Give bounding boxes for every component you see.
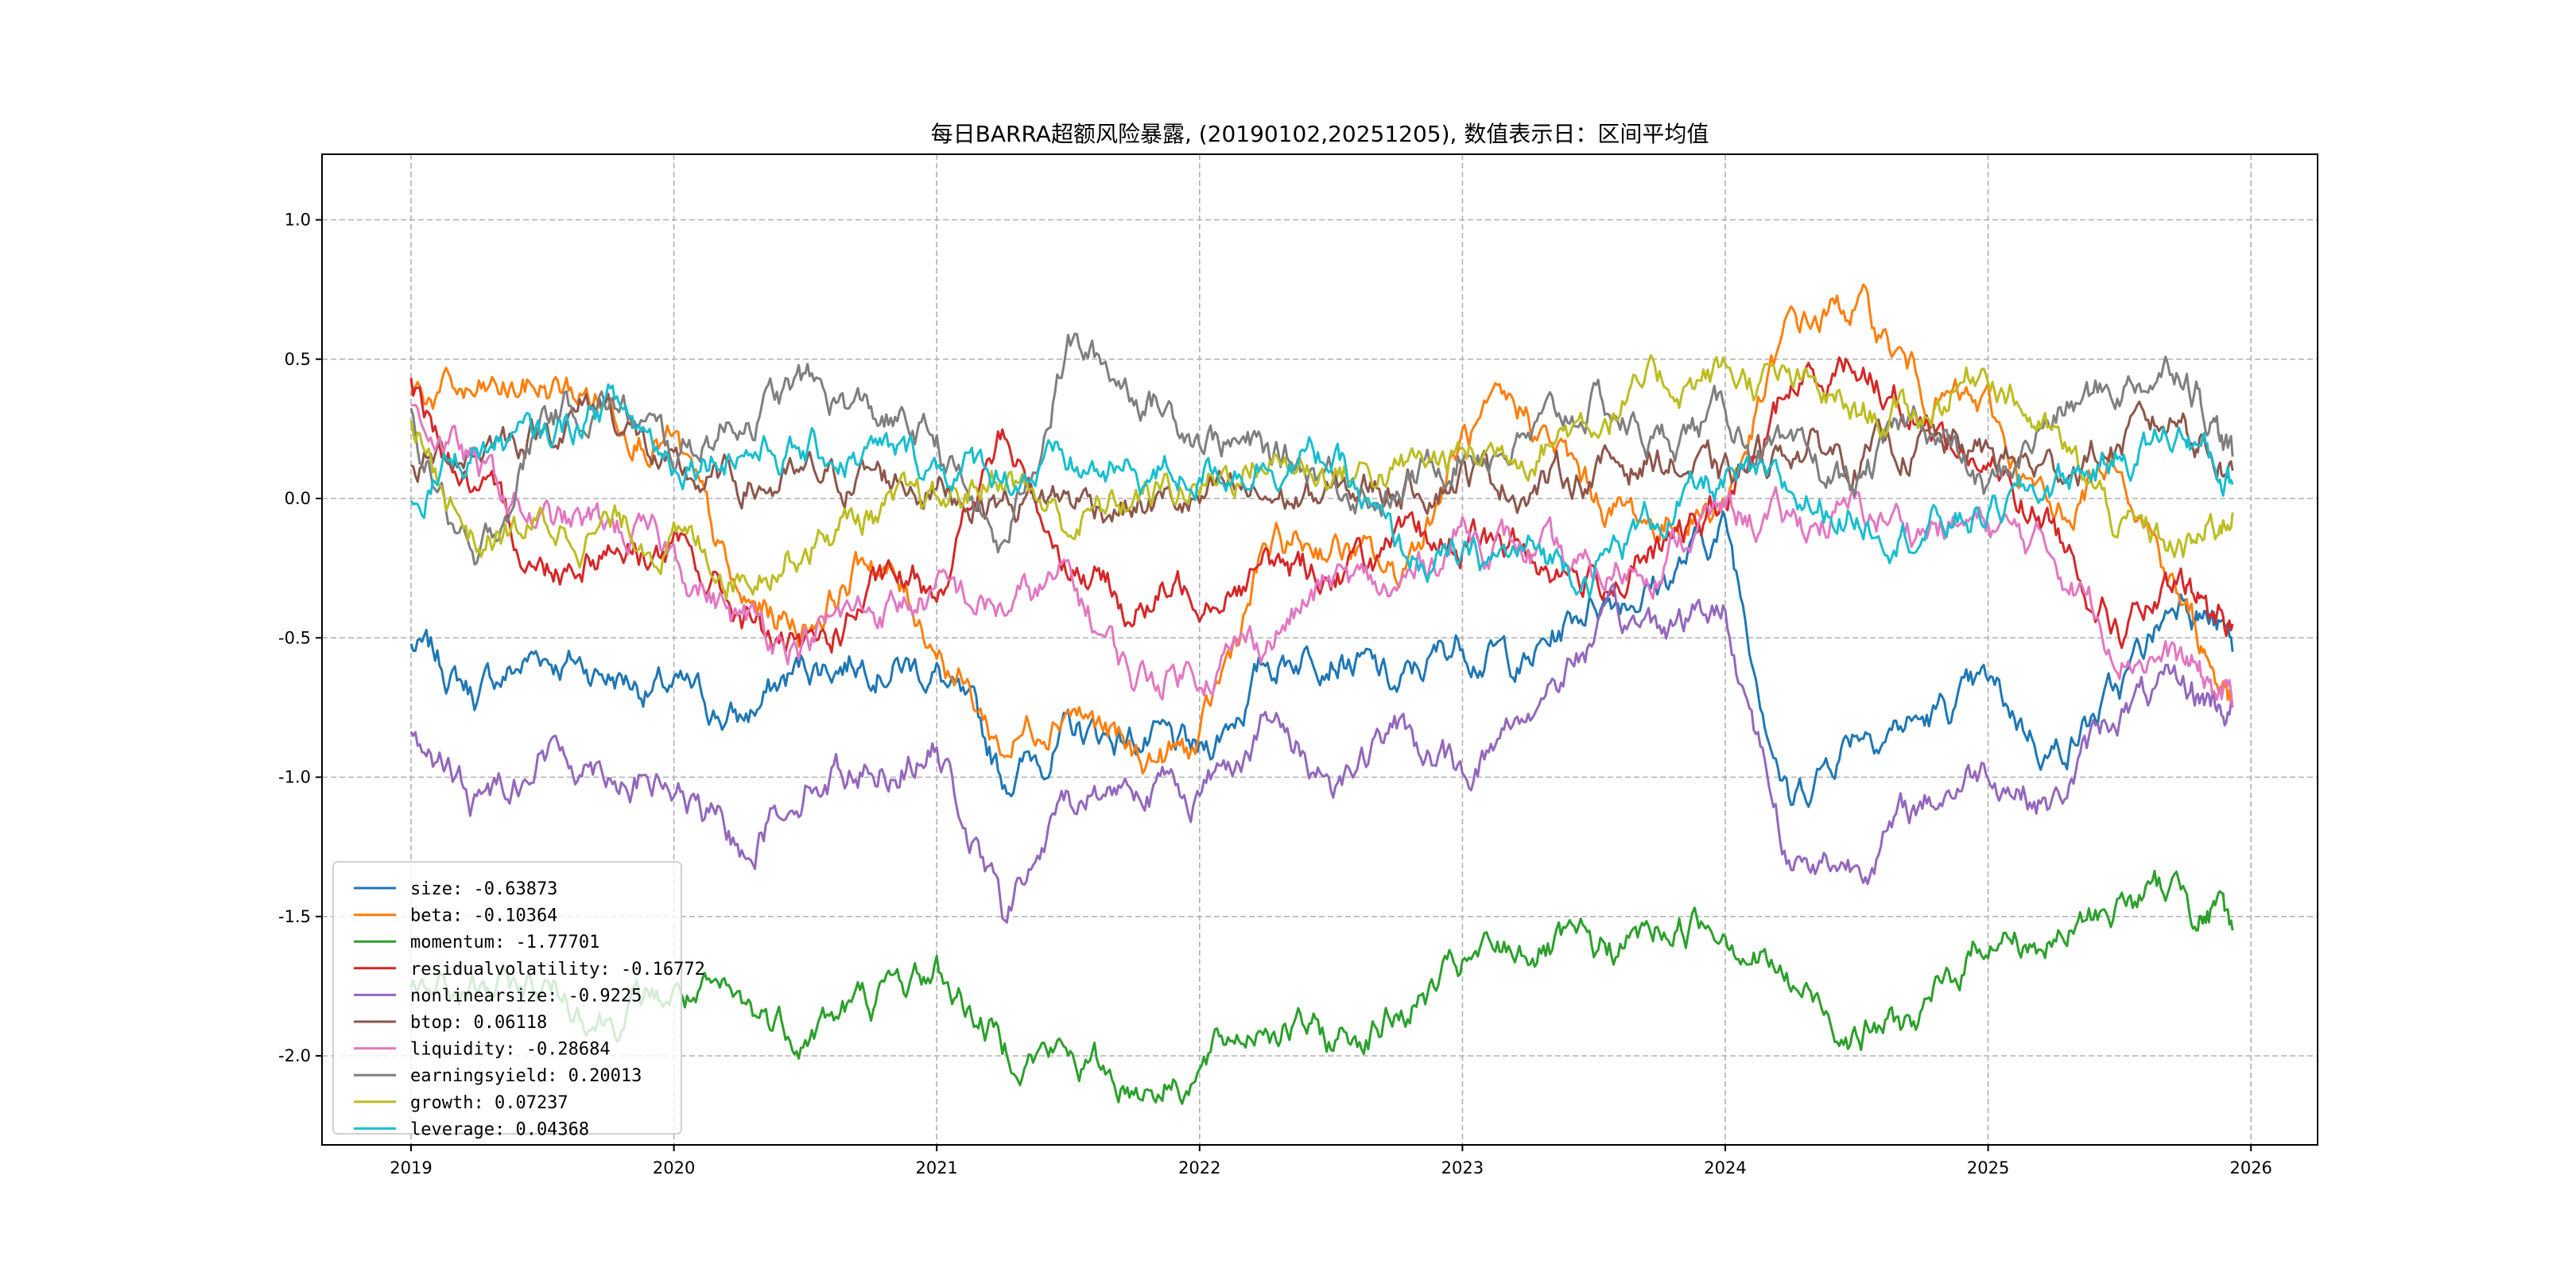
x-tick-label: 2026 [2229, 1158, 2271, 1177]
series-lines [409, 283, 2234, 1105]
legend-label-growth: growth: 0.07237 [410, 1093, 568, 1113]
legend: size: -0.63873 beta: -0.10364 momentum: -1… [332, 861, 705, 1139]
y-tick-label: 1.0 [285, 211, 311, 230]
y-tick-label: 0.0 [285, 489, 311, 508]
y-tick-label: -0.5 [278, 628, 311, 647]
x-tick-label: 2019 [390, 1158, 432, 1177]
series-line-liquidity [411, 403, 2234, 708]
series-line-residualvolatility [409, 356, 2234, 654]
legend-label-size: size: -0.63873 [410, 879, 557, 899]
legend-label-beta: beta: -0.10364 [410, 906, 557, 926]
x-tick-label: 2021 [915, 1158, 957, 1177]
x-tick-label: 2024 [1704, 1158, 1746, 1177]
series-line-momentum [409, 870, 2234, 1105]
y-tick-label: 0.5 [285, 350, 311, 369]
x-tick-label: 2022 [1178, 1158, 1220, 1177]
y-tick-label: -2.0 [278, 1046, 311, 1065]
x-tick-label: 2020 [653, 1158, 695, 1177]
legend-label-leverage: leverage: 0.04368 [410, 1119, 589, 1139]
legend-label-momentum: momentum: -1.77701 [410, 933, 599, 952]
chart-title: 每日BARRA超额风险暴露, (20190102,20251205), 数值表示… [931, 121, 1709, 147]
x-tick-label: 2025 [1967, 1158, 2009, 1177]
legend-label-nonlinearsize: nonlinearsize: -0.9225 [410, 986, 642, 1006]
series-line-growth [409, 354, 2234, 600]
grid [322, 154, 2318, 1145]
x-tick-label: 2023 [1441, 1158, 1484, 1177]
y-tick-label: -1.5 [278, 907, 311, 926]
series-line-size [409, 510, 2234, 809]
legend-label-earningsyield: earningsyield: 0.20013 [410, 1066, 642, 1086]
plot-frame [321, 153, 2318, 1146]
legend-label-residualvolatility: residualvolatility: -0.16772 [410, 960, 705, 980]
series-line-nonlinearsize [409, 583, 2234, 924]
x-axis: 2019 2020 2021 2022 2023 2024 2025 2026 [390, 1145, 2272, 1177]
y-axis: -2.0 -1.5 -1.0 -0.5 0.0 0.5 1.0 [278, 211, 322, 1065]
series-line-leverage [409, 383, 2234, 599]
legend-box [332, 861, 682, 1135]
series-line-beta [409, 283, 2234, 775]
legend-label-liquidity: liquidity: -0.28684 [410, 1040, 611, 1060]
legend-label-btop: btop: 0.06118 [410, 1013, 547, 1033]
y-tick-label: -1.0 [278, 768, 311, 787]
